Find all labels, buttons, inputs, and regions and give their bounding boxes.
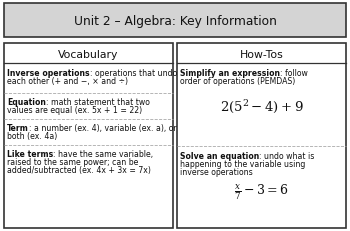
Text: values are equal (ex. 5x + 1 = 22): values are equal (ex. 5x + 1 = 22)	[7, 105, 142, 114]
Text: Solve an equation: Solve an equation	[180, 151, 259, 160]
Text: order of operations (PEMDAS): order of operations (PEMDAS)	[180, 76, 295, 85]
Bar	[177, 44, 346, 228]
Text: : operations that undo: : operations that undo	[90, 69, 177, 78]
Text: : undo what is: : undo what is	[259, 151, 315, 160]
Text: $\frac{x}{7} - 3 = 6$: $\frac{x}{7} - 3 = 6$	[234, 183, 289, 203]
Text: inverse operations: inverse operations	[180, 167, 253, 176]
Text: each other (+ and −, × and ÷): each other (+ and −, × and ÷)	[7, 76, 128, 85]
Bar	[4, 4, 346, 38]
Text: Like terms: Like terms	[7, 149, 53, 158]
Text: Inverse operations: Inverse operations	[7, 69, 90, 78]
Bar	[4, 44, 173, 228]
Text: : math statement that two: : math statement that two	[46, 97, 150, 106]
Text: Term: Term	[7, 123, 29, 132]
Text: Simplify an expression: Simplify an expression	[180, 69, 280, 78]
Text: : a number (ex. 4), variable (ex. a), or: : a number (ex. 4), variable (ex. a), or	[29, 123, 176, 132]
Text: Equation: Equation	[7, 97, 46, 106]
Text: Unit 2 – Algebra: Key Information: Unit 2 – Algebra: Key Information	[74, 15, 276, 28]
Text: happening to the variable using: happening to the variable using	[180, 159, 305, 168]
Text: $2(5^{2} - 4) + 9$: $2(5^{2} - 4) + 9$	[219, 97, 303, 115]
Text: Vocabulary: Vocabulary	[58, 50, 119, 60]
Text: raised to the same power; can be: raised to the same power; can be	[7, 157, 138, 166]
Text: How-Tos: How-Tos	[240, 50, 284, 60]
Text: : have the same variable,: : have the same variable,	[53, 149, 153, 158]
Text: both (ex. 4a): both (ex. 4a)	[7, 131, 57, 140]
Text: : follow: : follow	[280, 69, 308, 78]
Text: added/subtracted (ex. 4x + 3x = 7x): added/subtracted (ex. 4x + 3x = 7x)	[7, 165, 151, 174]
